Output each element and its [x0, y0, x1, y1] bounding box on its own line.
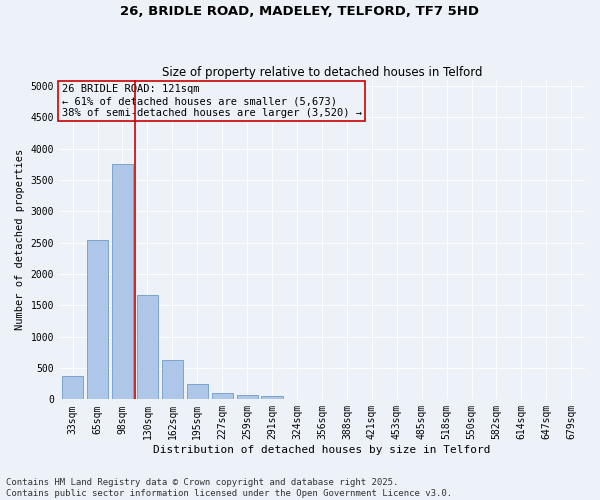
- Y-axis label: Number of detached properties: Number of detached properties: [15, 149, 25, 330]
- Bar: [262, 396, 283, 400]
- Bar: [62, 376, 83, 400]
- Text: 26, BRIDLE ROAD, MADELEY, TELFORD, TF7 5HD: 26, BRIDLE ROAD, MADELEY, TELFORD, TF7 5…: [121, 5, 479, 18]
- Bar: [87, 240, 108, 400]
- Bar: [137, 296, 158, 400]
- Bar: [162, 360, 183, 400]
- Text: Contains HM Land Registry data © Crown copyright and database right 2025.
Contai: Contains HM Land Registry data © Crown c…: [6, 478, 452, 498]
- Text: 26 BRIDLE ROAD: 121sqm
← 61% of detached houses are smaller (5,673)
38% of semi-: 26 BRIDLE ROAD: 121sqm ← 61% of detached…: [62, 84, 362, 117]
- Bar: [187, 384, 208, 400]
- Bar: [236, 396, 258, 400]
- X-axis label: Distribution of detached houses by size in Telford: Distribution of detached houses by size …: [153, 445, 491, 455]
- Bar: [212, 393, 233, 400]
- Title: Size of property relative to detached houses in Telford: Size of property relative to detached ho…: [162, 66, 482, 78]
- Bar: [112, 164, 133, 400]
